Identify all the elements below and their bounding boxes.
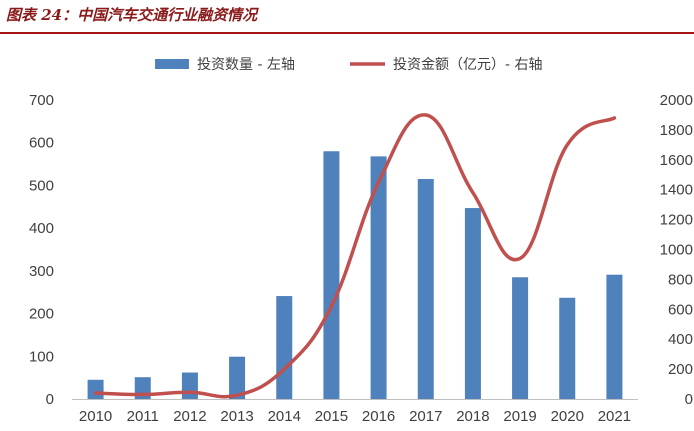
y-right-tick-label: 0: [685, 391, 693, 408]
y-left-tick-label: 300: [29, 263, 54, 280]
y-right-tick-label: 600: [668, 301, 693, 318]
y-right-tick-label: 1000: [660, 242, 693, 259]
y-left-tick-label: 200: [29, 306, 54, 323]
title-divider: [0, 32, 694, 34]
x-tick-label: 2019: [503, 408, 536, 425]
legend: 投资数量 - 左轴 投资金额（亿元）- 右轴: [155, 57, 543, 73]
y-left-tick-label: 700: [29, 92, 54, 109]
y-right-tick-label: 1600: [660, 152, 693, 169]
x-tick-label: 2012: [173, 408, 206, 425]
x-tick-label: 2016: [362, 408, 395, 425]
y-right-tick-label: 1200: [660, 212, 693, 229]
x-tick-label: 2015: [315, 408, 348, 425]
y-right-tick-label: 200: [668, 361, 693, 378]
bar: [559, 297, 576, 399]
y-left-tick-label: 0: [46, 391, 54, 408]
bar: [323, 151, 340, 399]
x-tick-label: 2014: [268, 408, 301, 425]
line-path: [93, 113, 617, 399]
y-right-tick-label: 400: [668, 331, 693, 348]
bar-series: [87, 151, 623, 399]
bar: [370, 156, 387, 399]
line-series: [93, 113, 617, 399]
axes: 0 100 200 300 400 500 600 700 0 200 400 600 800 1000 1…: [29, 92, 693, 425]
y-right-tick-label: 800: [668, 271, 693, 288]
bar: [181, 372, 198, 399]
x-tick-label: 2017: [409, 408, 442, 425]
y-right-tick-label: 2000: [660, 92, 693, 109]
bar: [229, 356, 246, 399]
legend-swatch-bar: [155, 59, 189, 69]
bar: [464, 208, 481, 399]
x-tick-label: 2020: [551, 408, 584, 425]
x-tick-label: 2010: [79, 408, 112, 425]
y-right-tick-label: 1400: [660, 182, 693, 199]
figure-title: 图表 24：中国汽车交通行业融资情况: [6, 6, 258, 24]
x-tick-label: 2011: [127, 408, 159, 425]
y-right-tick-label: 1800: [660, 122, 693, 139]
bar: [276, 296, 293, 399]
x-tick-label: 2013: [220, 408, 253, 425]
legend-label-bar: 投资数量 - 左轴: [197, 57, 295, 73]
y-left-tick-label: 600: [29, 135, 54, 152]
y-left-tick-label: 400: [29, 220, 54, 237]
bar: [512, 277, 529, 399]
y-left-tick-label: 500: [29, 177, 54, 194]
x-tick-label: 2021: [598, 408, 631, 425]
bar: [417, 179, 434, 399]
y-left-tick-label: 100: [29, 348, 54, 365]
bar: [606, 274, 623, 399]
legend-label-line: 投资金额（亿元）- 右轴: [393, 57, 543, 73]
bar: [87, 379, 104, 399]
x-tick-label: 2018: [456, 408, 489, 425]
